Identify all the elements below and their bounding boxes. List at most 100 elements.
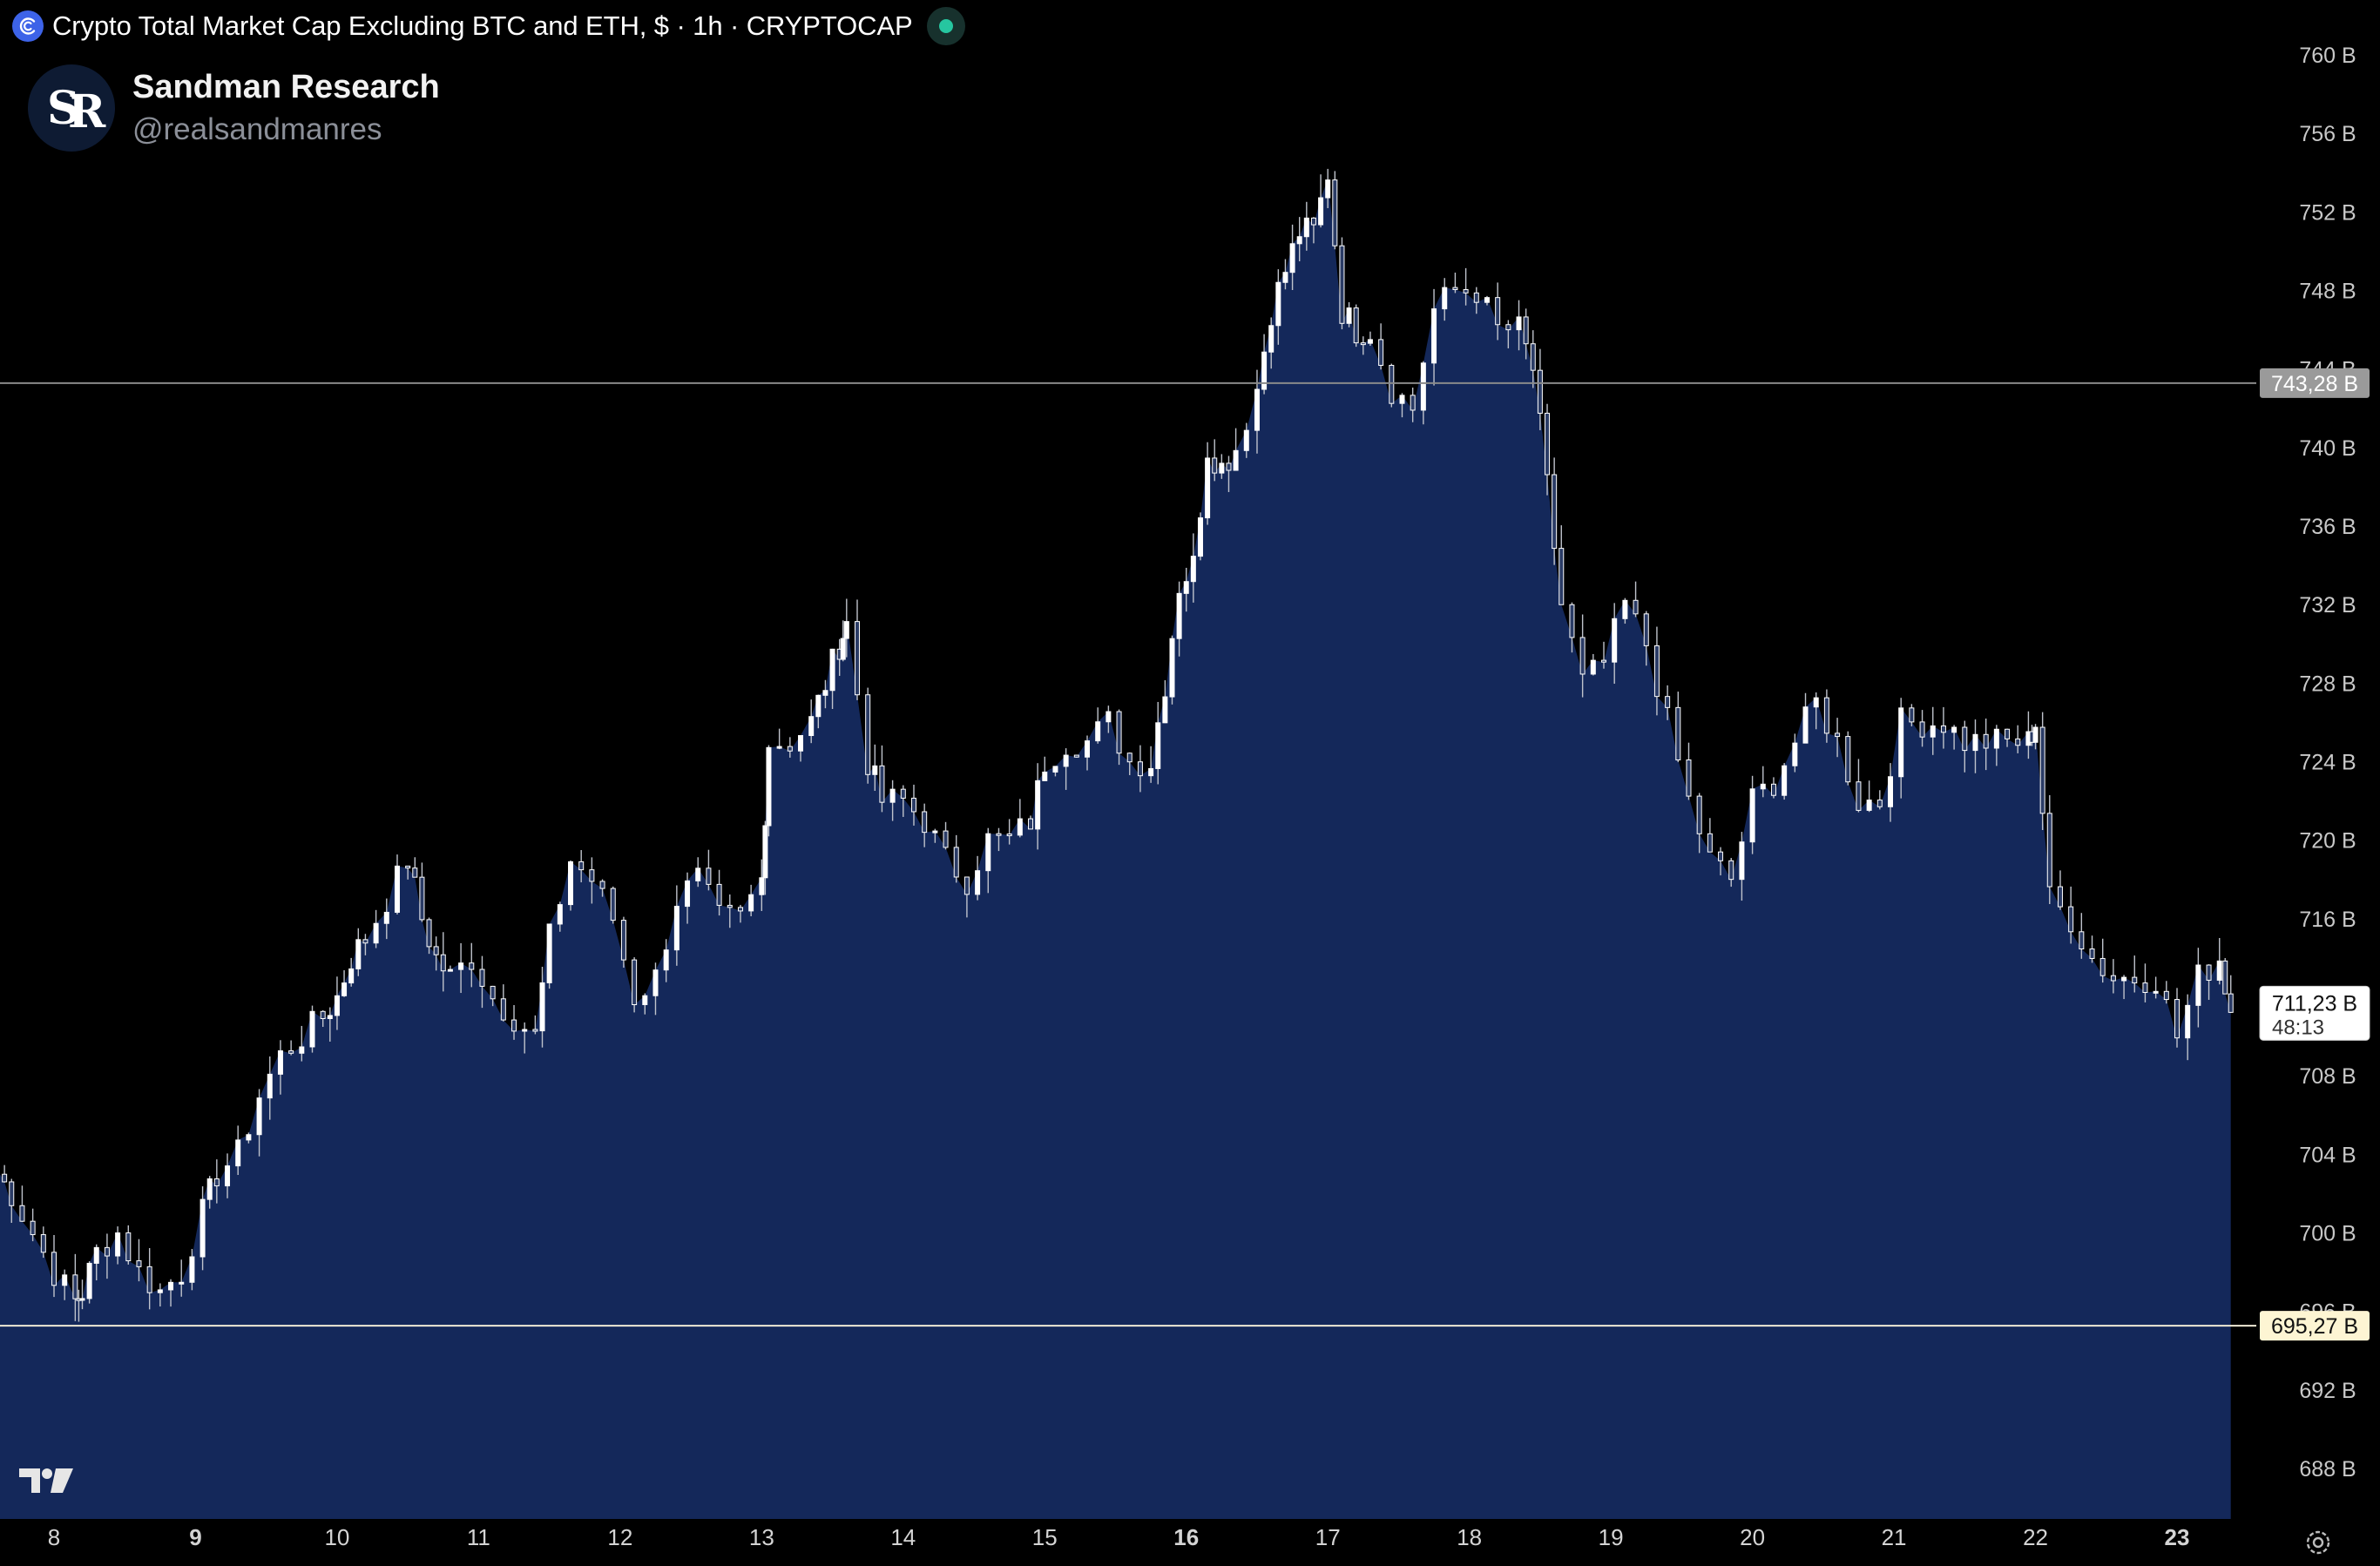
candle-body <box>19 1205 25 1222</box>
candle-body <box>766 746 772 827</box>
candle-body <box>2206 964 2212 981</box>
candle-body <box>815 694 822 718</box>
candle-body <box>1254 388 1260 431</box>
tradingview-logo-icon[interactable] <box>17 1465 75 1496</box>
author-handle: @realsandmanres <box>132 112 382 146</box>
candle-body <box>829 648 835 692</box>
candle-body <box>1537 369 1543 414</box>
candle-body <box>1042 771 1048 781</box>
candle-body <box>1226 462 1232 471</box>
candle-body <box>1442 287 1448 310</box>
market-status-icon[interactable] <box>926 7 965 45</box>
candle-body <box>1802 706 1809 744</box>
candle-body <box>996 833 1002 836</box>
candle-body <box>179 1281 185 1285</box>
candle-body <box>889 788 896 803</box>
candle-body <box>447 969 453 972</box>
avatar-monogram-s: S <box>47 82 80 135</box>
candle-body <box>610 888 616 921</box>
candle-body <box>1162 696 1168 724</box>
candle-body <box>1919 721 1925 738</box>
candle-body <box>1137 761 1143 777</box>
time-tick-label: 13 <box>749 1524 774 1550</box>
candle-body <box>1006 834 1012 837</box>
candle-body <box>30 1220 36 1236</box>
candle-body <box>2132 976 2138 984</box>
candle-body <box>1325 179 1331 199</box>
candle-body <box>2068 906 2074 933</box>
candle-body <box>568 861 574 906</box>
candle-body <box>2153 990 2159 994</box>
candle-body <box>419 876 425 921</box>
candle-body <box>762 825 768 879</box>
candle-body <box>362 939 368 944</box>
symbol-title[interactable]: Crypto Total Market Cap Excluding BTC an… <box>52 10 913 41</box>
candle-body <box>1813 697 1819 708</box>
candle-body <box>2046 813 2052 888</box>
candle-body <box>348 968 355 984</box>
candle-body <box>458 962 464 970</box>
time-tick-label: 20 <box>1740 1524 1765 1550</box>
price-tick-label: 756 B <box>2299 122 2356 146</box>
candle-body <box>2163 990 2169 1001</box>
candle-body <box>1452 287 1458 290</box>
candle-body <box>532 1029 538 1032</box>
candle-body <box>2032 726 2039 743</box>
candle-body <box>433 946 439 955</box>
time-tick-label: 22 <box>2023 1524 2048 1550</box>
candle-body <box>808 716 815 737</box>
candle-body <box>1389 364 1395 404</box>
candle-body <box>327 1015 333 1020</box>
candle-body <box>1095 721 1101 742</box>
candle-body <box>1310 217 1316 226</box>
time-tick-label: 12 <box>607 1524 632 1550</box>
candle-body <box>910 797 916 813</box>
candle-body <box>1268 325 1275 353</box>
candle-body <box>1303 217 1309 238</box>
candle-body <box>1505 324 1511 331</box>
candle-body <box>1197 517 1203 557</box>
candle-body <box>479 969 485 987</box>
candle-body <box>632 959 638 1006</box>
price-tick-label: 708 B <box>2299 1064 2356 1089</box>
candle-body <box>2185 1004 2191 1039</box>
candle-body <box>490 985 496 1000</box>
chart-header: Crypto Total Market Cap Excluding BTC an… <box>12 7 965 45</box>
price-tick-label: 736 B <box>2299 515 2356 539</box>
time-tick-label: 11 <box>467 1524 490 1550</box>
candle-body <box>985 833 991 872</box>
candle-body <box>383 911 389 924</box>
candle-body <box>932 830 938 834</box>
candle-body <box>1898 707 1904 778</box>
candle-body <box>1782 765 1788 796</box>
time-axis[interactable]: 8 9 10 11 12 13 14 15 16 17 18 19 20 21 22 23 <box>48 1524 2190 1550</box>
chart-settings-icon[interactable] <box>2303 1528 2333 1557</box>
candle-body <box>1017 818 1023 836</box>
candle-body <box>1190 556 1196 583</box>
time-tick-label: 23 <box>2165 1524 2190 1550</box>
candle-body <box>1360 342 1366 346</box>
candle-body <box>1835 732 1841 738</box>
candle-body <box>225 1165 231 1187</box>
candle-body <box>1552 474 1558 550</box>
candle-body <box>673 906 680 951</box>
candle-body <box>1176 592 1182 639</box>
candle-body <box>412 867 418 878</box>
candle-body <box>246 1134 252 1141</box>
candle-body <box>1940 725 1946 733</box>
candle-body <box>1569 604 1575 638</box>
candle-body <box>922 811 928 834</box>
support-label-bg <box>2260 1311 2370 1341</box>
candle-body <box>953 847 959 878</box>
candle-body <box>288 1050 294 1054</box>
candle-body <box>1633 599 1639 615</box>
candle-body <box>2121 976 2127 982</box>
resistance-label-bg <box>2260 368 2370 398</box>
candle-body <box>1856 781 1862 811</box>
candle-body <box>1155 722 1161 769</box>
candle-body <box>2015 738 2021 746</box>
level-layer[interactable] <box>0 381 2256 1327</box>
candle-body <box>2222 960 2228 995</box>
